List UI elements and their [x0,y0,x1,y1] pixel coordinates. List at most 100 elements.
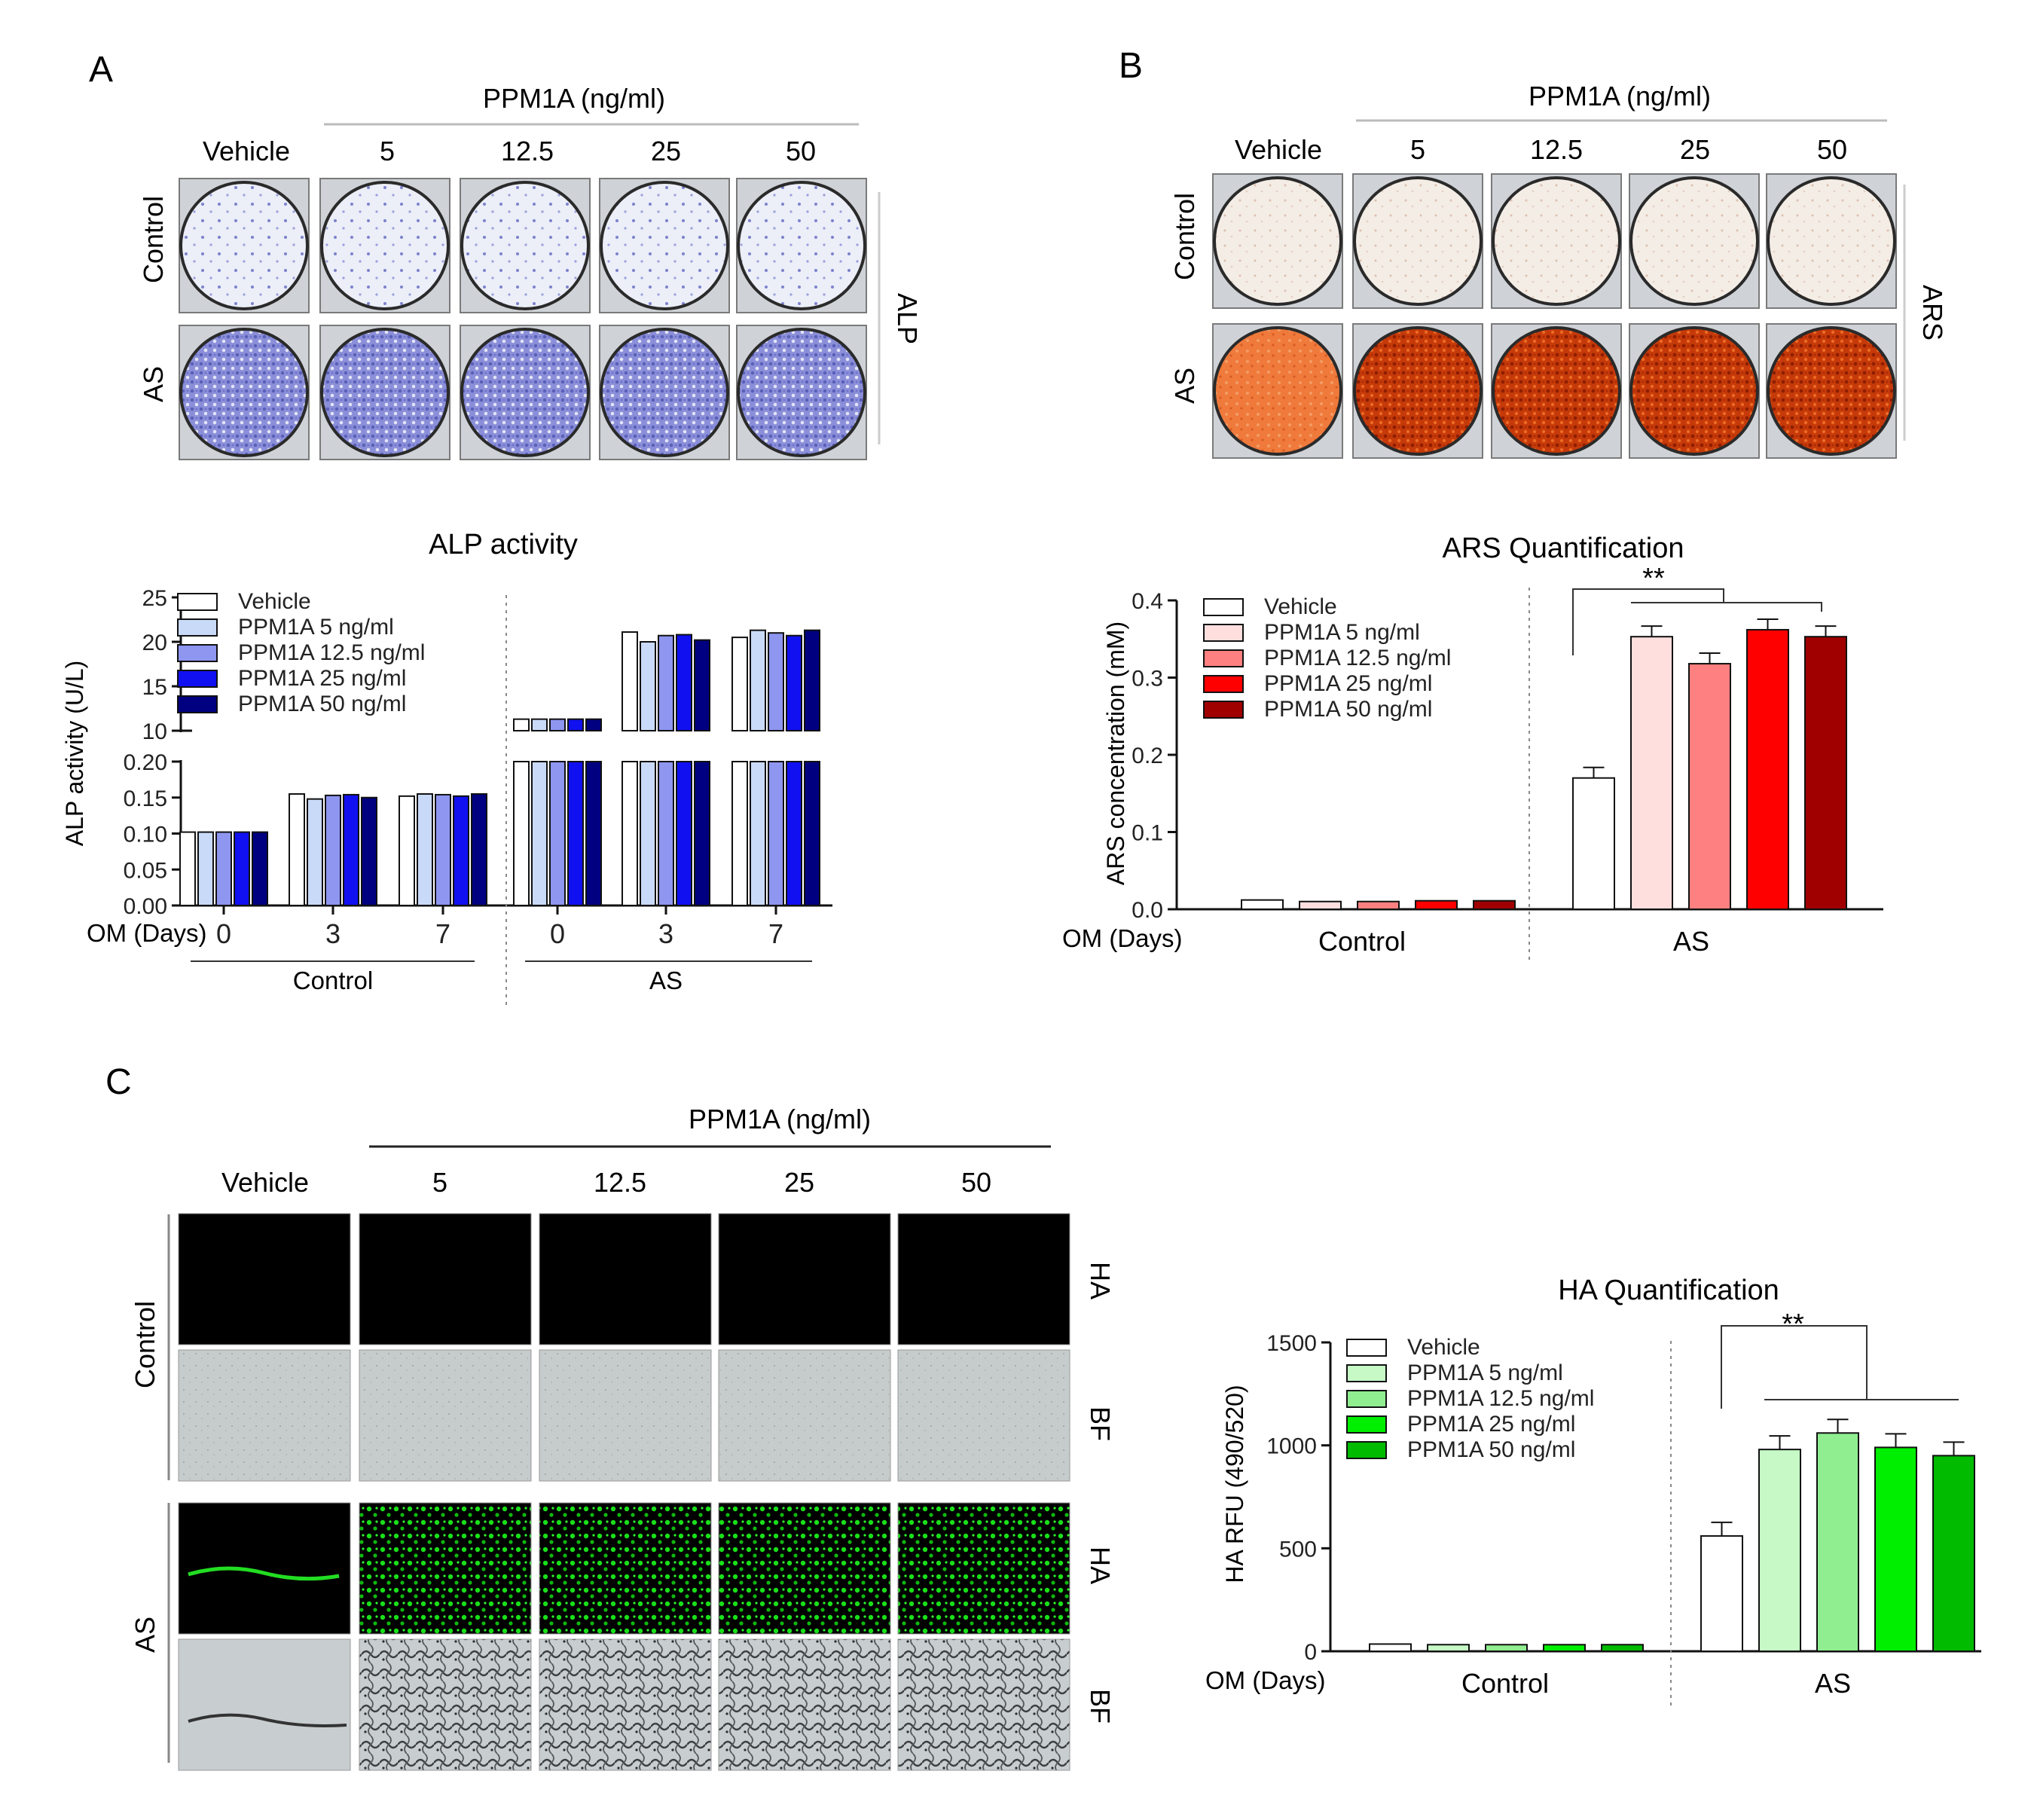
ars-sig-right [1631,602,1822,612]
ha-sig-left [1721,1325,1868,1409]
ha-legend-label-1: PPM1A 5 ng/ml [1407,1360,1563,1385]
alp-x-ticks: 0 3 7 0 3 7 [216,905,783,949]
ars-plate-well-r1-c0 [1213,326,1342,456]
panel-a-letter: A [89,50,113,90]
ars-bar-1-0 [1572,777,1615,910]
alp-bar-2-1 [417,792,433,906]
alp-bar-lower-5-1 [750,761,766,906]
ha-legend-swatch-0 [1346,1339,1387,1357]
alp-lower-y-tick-label-0: 0.00 [124,894,167,919]
micro-image-r1-c1 [359,1349,532,1482]
ha-bar-0-0 [1369,1643,1412,1653]
alp-bar-upper-4-0 [622,631,638,732]
ars-legend-label-4: PPM1A 50 ng/ml [1264,697,1432,722]
ha-category-as: AS [1815,1668,1851,1699]
alp-bar-2-0 [399,795,415,906]
alp-x-tick-label-2: 7 [435,918,450,949]
alp-bar-lower-5-2 [768,761,784,906]
alp-bar-1-3 [343,793,359,907]
ars-chart-title: ARS Quantification [1442,533,1684,564]
alp-bar-upper-4-3 [676,634,692,731]
ha-category-control: Control [1461,1668,1549,1699]
micro-image-r1-c4 [897,1349,1070,1482]
ars-legend-label-1: PPM1A 5 ng/ml [1264,620,1420,645]
alp-bar-1-1 [307,798,323,907]
ha-y-tick-label-0: 0 [1304,1640,1317,1665]
alp-bar-lower-4-1 [640,761,656,906]
ha-bar-1-3 [1874,1446,1917,1653]
micro-image-r0-c0 [178,1213,351,1345]
alp-plate-well-r0-c2 [460,181,590,310]
ha-bar-1-0 [1700,1534,1743,1653]
ars-plate-well-r0-c2 [1492,176,1621,306]
panel-a-plate-grid [179,178,867,460]
alp-axis-break-gap [508,731,840,761]
alp-bar-upper-5-1 [750,629,766,731]
panel-c-channel-ha-1: HA [1085,1262,1116,1299]
ha-legend-label-0: Vehicle [1407,1335,1480,1360]
panel-c-image-grid [178,1213,1070,1771]
alp-bar-lower-5-4 [804,761,820,906]
alp-bar-upper-3-1 [531,718,548,731]
ars-significance-label: ** [1642,563,1665,594]
micro-image-r3-c2 [539,1638,712,1771]
alp-legend-swatch-0 [177,593,218,611]
alp-bar-lower-5-3 [786,761,802,906]
panel-c-header: PPM1A (ng/ml) [689,1104,871,1134]
ha-legend-label-3: PPM1A 25 ng/ml [1407,1412,1575,1437]
ha-bar-0-2 [1485,1644,1528,1653]
alp-bar-lower-3-0 [513,761,530,906]
ars-plate-well-r0-c1 [1353,176,1483,306]
ars-legend-swatch-3 [1203,675,1244,693]
alp-bar-upper-3-0 [513,718,530,731]
panel-a-column-labels: Vehicle 5 12.5 25 50 [203,136,816,166]
ars-plate-well-r1-c3 [1629,326,1759,456]
ars-plate-well-r1-c2 [1492,326,1621,456]
ars-legend-swatch-2 [1203,649,1244,667]
ha-legend-swatch-2 [1346,1390,1387,1408]
alp-bar-lower-3-1 [531,761,548,906]
alp-bar-0-1 [197,831,214,906]
ha-chart: HA Quantification HA RFU (490/520) OM (D… [1205,1275,1981,1706]
alp-group-control: Control [293,966,373,994]
ars-bar-1-2 [1688,663,1731,910]
alp-group-as: AS [649,966,683,994]
panel-b-header: PPM1A (ng/ml) [1529,81,1711,111]
ars-legend-label-3: PPM1A 25 ng/ml [1264,671,1432,696]
alp-bar-lower-5-0 [731,761,748,906]
alp-bar-lower-4-0 [622,761,638,906]
panel-b-col-vehicle: Vehicle [1235,134,1322,165]
panel-c-col-vehicle: Vehicle [221,1167,309,1198]
alp-x-tick-label-1: 3 [325,918,341,949]
ars-x-label: OM (Days) [1062,924,1183,952]
alp-plate-well-r0-c0 [179,181,309,310]
micro-image-r3-c3 [718,1638,891,1771]
panel-b-stain-label: ARS [1917,285,1948,340]
alp-legend-label-4: PPM1A 50 ng/ml [238,692,406,716]
alp-bar-2-3 [453,795,469,906]
ha-bar-0-3 [1543,1644,1586,1653]
alp-bar-lower-3-3 [567,761,584,906]
micro-image-r0-c2 [539,1213,712,1345]
alp-bar-upper-3-2 [549,718,566,731]
panel-c-channel-ha-2: HA [1085,1547,1116,1584]
micro-image-r2-c0 [178,1502,351,1635]
ha-bar-1-4 [1932,1455,1975,1653]
alp-y-label: ALP activity (U/L) [61,661,88,847]
alp-legend-swatch-3 [177,670,218,688]
alp-bar-lower-4-2 [658,761,674,906]
ars-y-tick-label-2: 0.2 [1132,744,1163,768]
ha-legend-swatch-3 [1346,1415,1387,1434]
alp-legend-swatch-4 [177,695,218,713]
alp-x-tick-label-5: 7 [768,918,783,949]
panel-b-col-25: 25 [1680,134,1710,165]
alp-upper-y-tick-label-2: 20 [142,631,167,655]
alp-bar-2-4 [471,792,487,906]
ha-y-tick-label-3: 1500 [1266,1331,1317,1356]
panel-a-col-25: 25 [651,136,681,166]
ars-plate-well-r0-c0 [1213,176,1342,306]
alp-plate-well-r1-c4 [737,328,866,457]
alp-legend-label-1: PPM1A 5 ng/ml [238,615,394,640]
ars-legend-swatch-0 [1203,598,1244,616]
